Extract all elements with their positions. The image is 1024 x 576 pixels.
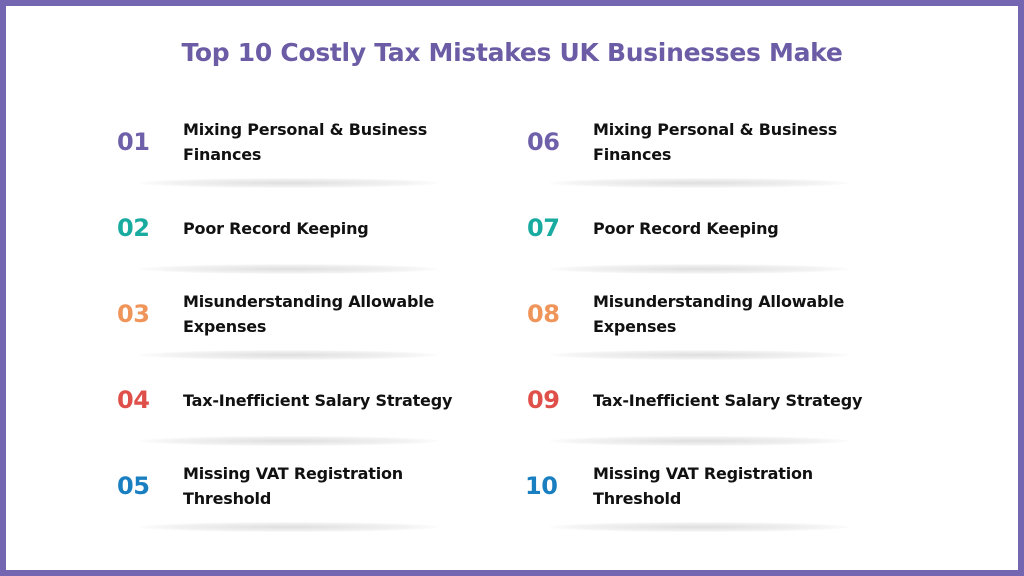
list-item: 07 Poor Record Keeping [527, 198, 867, 284]
item-number: 02 [117, 214, 150, 242]
item-label: Poor Record Keeping [183, 218, 369, 238]
item-label: Mixing Personal & Business Finances [593, 120, 838, 164]
divider-shadow [549, 436, 849, 446]
item-number: 05 [117, 472, 150, 500]
list-item: 06 Mixing Personal & Business Finances [527, 112, 867, 198]
divider-shadow [549, 264, 849, 274]
item-label: Missing VAT Registration Threshold [593, 464, 813, 508]
item-number: 06 [527, 128, 560, 156]
item-label: Missing VAT Registration Threshold [183, 464, 403, 508]
item-label: Tax-Inefficient Salary Strategy [183, 390, 453, 410]
list-item: 05 Missing VAT Registration Threshold [117, 456, 457, 542]
divider-shadow [139, 350, 439, 360]
divider-shadow [549, 522, 849, 532]
item-number: 01 [117, 128, 150, 156]
item-number: 07 [527, 214, 560, 242]
list-item: 02 Poor Record Keeping [117, 198, 457, 284]
divider-shadow [139, 178, 439, 188]
item-label: Misunderstanding Allowable Expenses [183, 292, 435, 336]
list-item: 08 Misunderstanding Allowable Expenses [527, 284, 867, 370]
item-label: Poor Record Keeping [593, 218, 779, 238]
item-number: 10 [525, 472, 558, 500]
list-item: 01 Mixing Personal & Business Finances [117, 112, 457, 198]
page-title: Top 10 Costly Tax Mistakes UK Businesses… [181, 38, 843, 67]
item-label: Misunderstanding Allowable Expenses [593, 292, 845, 336]
divider-shadow [139, 264, 439, 274]
list-item: 03 Misunderstanding Allowable Expenses [117, 284, 457, 370]
list-item: 09 Tax-Inefficient Salary Strategy [527, 370, 867, 456]
divider-shadow [139, 522, 439, 532]
item-label: Tax-Inefficient Salary Strategy [593, 390, 863, 410]
item-number: 03 [117, 300, 150, 328]
item-number: 04 [117, 386, 150, 414]
item-number: 09 [527, 386, 560, 414]
item-label: Mixing Personal & Business Finances [183, 120, 428, 164]
divider-shadow [549, 178, 849, 188]
divider-shadow [549, 350, 849, 360]
list-item: 10 Missing VAT Registration Threshold [525, 456, 867, 542]
item-number: 08 [527, 300, 560, 328]
divider-shadow [139, 436, 439, 446]
list-item: 04 Tax-Inefficient Salary Strategy [117, 370, 457, 456]
